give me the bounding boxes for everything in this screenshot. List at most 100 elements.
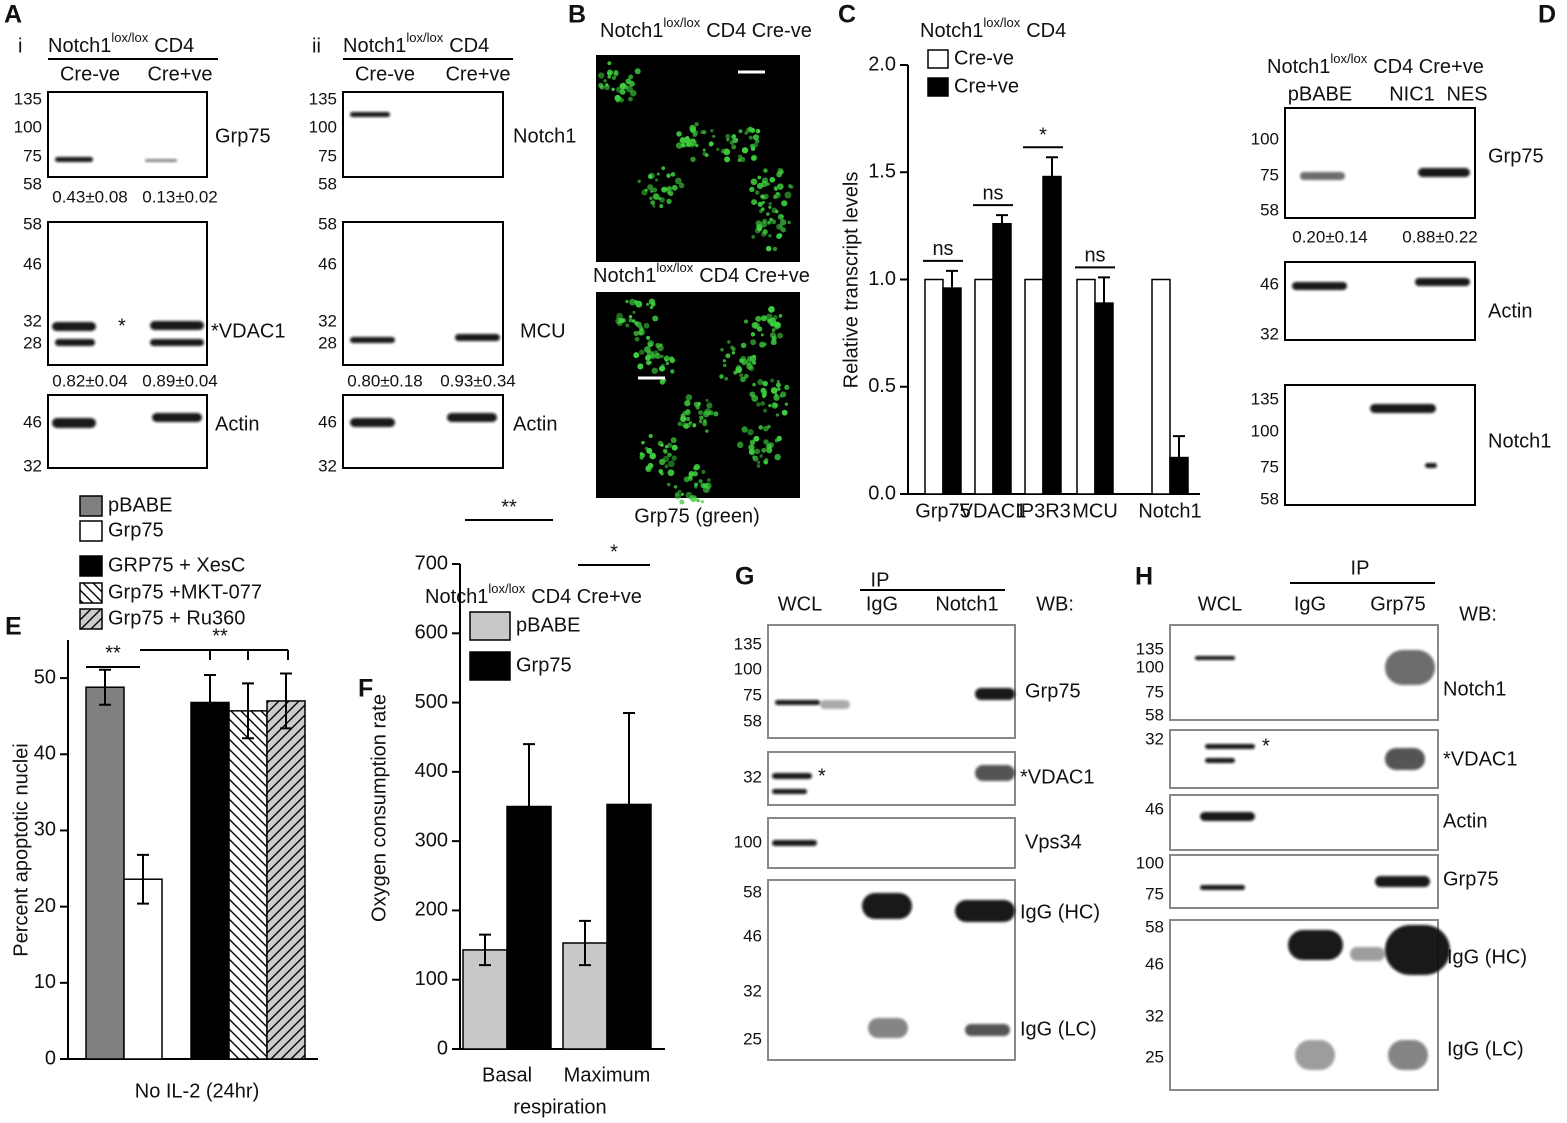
error-bar-line	[1046, 156, 1058, 197]
fluorescence-dot	[623, 84, 629, 90]
blot-band	[1205, 744, 1255, 749]
fluorescence-dot	[674, 493, 682, 500]
title-gene: Notch1	[48, 35, 111, 57]
fluorescence-dot	[768, 202, 772, 206]
fluorescence-dot	[662, 455, 670, 463]
fluorescence-dot	[704, 408, 712, 416]
ladder-marker: 46	[318, 254, 337, 273]
blot-band	[350, 112, 390, 117]
blot-label: Grp75	[215, 125, 271, 147]
x-axis-label: respiration	[513, 1096, 606, 1118]
blot-band	[55, 339, 95, 346]
band-star: *	[118, 315, 126, 337]
bar	[924, 278, 944, 495]
fluorescence-dot	[671, 455, 677, 461]
fluorescence-dot	[702, 130, 707, 135]
fluorescence-dot	[652, 204, 656, 208]
significance-label: **	[212, 625, 228, 647]
y-tick-label: 500	[415, 691, 448, 713]
fluorescence-dot	[770, 339, 777, 346]
ladder-marker: 100	[1251, 129, 1279, 148]
ladder-marker: 46	[1260, 274, 1279, 293]
x-tick-label: Grp75	[915, 500, 971, 522]
significance-label: ns	[1084, 245, 1105, 267]
y-axis-label: Percent apoptotic nuclei	[10, 743, 32, 956]
blot-band	[820, 700, 850, 709]
fluorescence-dot	[667, 469, 675, 477]
blot-band	[455, 334, 500, 341]
blot-label: Actin	[215, 413, 259, 435]
fluorescence-dot	[757, 226, 762, 232]
fluorescence-dot	[603, 79, 607, 83]
panel-letter: E	[5, 613, 22, 641]
fluorescence-dot	[719, 374, 724, 379]
legend-swatch	[927, 77, 949, 97]
fluorescence-dot	[771, 207, 778, 214]
ip-label: IP	[871, 569, 890, 591]
bar	[1042, 175, 1062, 495]
panel-title: Notch1lox/lox CD4 Cre+ve	[425, 581, 642, 608]
ladder-marker: 135	[734, 634, 762, 653]
fluorescence-dot	[700, 500, 704, 504]
blot-band	[1300, 172, 1345, 180]
ladder-marker: 46	[1145, 954, 1164, 973]
fluorescence-dot	[753, 322, 761, 330]
fluorescence-dot	[732, 137, 739, 144]
bar	[992, 222, 1012, 495]
blot-label: IgG (HC)	[1020, 901, 1100, 923]
fluorescence-dot	[690, 156, 696, 162]
fluorescence-dot	[773, 394, 780, 401]
fluorescence-dot	[760, 207, 765, 212]
fluorescence-dot	[781, 200, 788, 207]
fluorescence-dot	[762, 229, 768, 235]
fluorescence-dot	[643, 322, 650, 329]
blot-band	[1415, 278, 1470, 286]
fluorescence-dot	[679, 499, 685, 505]
ladder-marker: 32	[1145, 1006, 1164, 1025]
blot-band	[975, 688, 1015, 700]
error-bar-line	[1173, 435, 1185, 480]
fluorescence-dot	[713, 411, 719, 417]
y-tick-label: 20	[34, 895, 56, 917]
fluorescence-dot	[784, 191, 792, 199]
band-star: *	[818, 765, 826, 787]
fluorescence-dot	[775, 413, 780, 417]
fluorescence-dot	[776, 233, 782, 240]
y-tick-label: 2.0	[868, 53, 896, 75]
fluorescence-dot	[720, 348, 724, 352]
x-tick-label: VDAC1	[960, 500, 1027, 522]
fluorescence-dot	[749, 391, 756, 398]
panel-letter: F	[358, 675, 373, 703]
blot-frame	[1284, 107, 1476, 219]
error-bar	[137, 853, 149, 905]
fluorescence-dot	[754, 448, 761, 455]
fluorescence-dot	[659, 379, 666, 385]
blot-label: Vps34	[1025, 831, 1082, 853]
fluorescence-dot	[740, 342, 747, 349]
fluorescence-dot	[751, 155, 757, 161]
error-bar-line	[523, 743, 535, 870]
fluorescence-dot	[629, 89, 637, 97]
fluorescence-dot	[757, 175, 762, 180]
fluorescence-dot	[787, 220, 791, 225]
blot-band	[772, 773, 812, 779]
panel-letter: A	[4, 1, 22, 29]
lane-label: Cre+ve	[147, 63, 212, 85]
fluorescence-dot	[639, 455, 644, 460]
blot-band	[150, 321, 204, 330]
fluorescence-dot	[774, 453, 781, 461]
significance-label: **	[105, 642, 121, 664]
error-bar-line	[946, 269, 958, 307]
ladder-marker: 135	[14, 89, 42, 108]
fluorescence-dot	[743, 373, 749, 379]
error-bar-line	[137, 853, 149, 905]
fluorescence-dot	[770, 378, 775, 383]
fluorescence-dot	[738, 129, 743, 134]
fluorescence-dot	[628, 318, 633, 323]
blot-band	[1200, 885, 1245, 890]
fluorescence-dot	[661, 166, 666, 171]
blot-band	[772, 789, 807, 794]
error-bar	[242, 682, 254, 740]
error-bar-line	[579, 919, 591, 967]
legend-swatch	[469, 611, 511, 641]
